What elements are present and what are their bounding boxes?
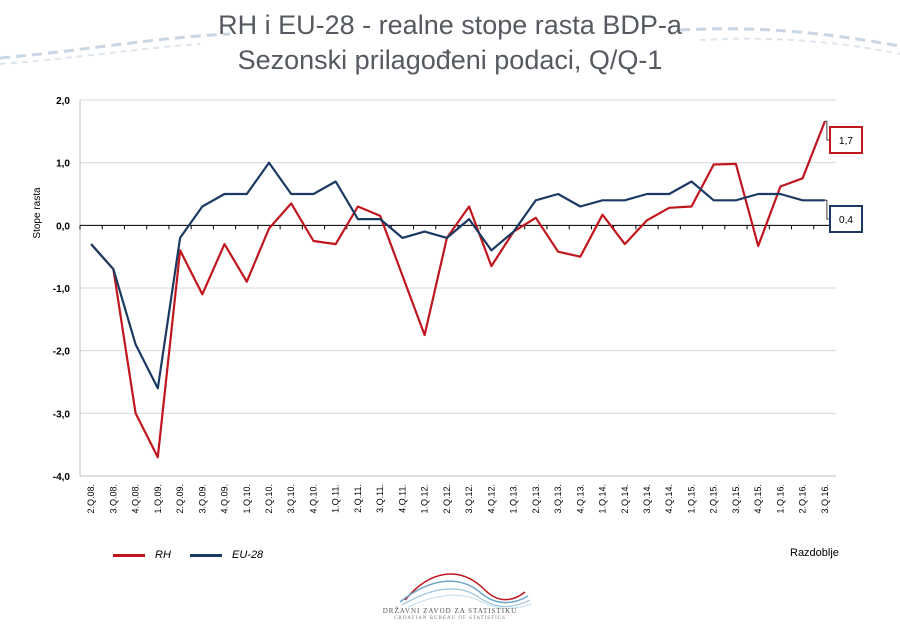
x-tick-label: 4.Q.14.: [664, 484, 674, 514]
legend-swatch-eu28: [190, 553, 222, 557]
x-tick-label: 3.Q.08.: [108, 484, 118, 514]
x-tick-label: 3.Q.16.: [820, 484, 830, 514]
x-tick-label: 3.Q.14.: [642, 484, 652, 514]
x-tick-label: 4.Q.08.: [131, 484, 141, 514]
x-tick-label: 2.Q.15.: [709, 484, 719, 514]
x-tick-label: 1.Q.14.: [598, 484, 608, 514]
x-tick-label: 1.Q.15.: [686, 484, 696, 514]
end-label-eu28: 0,4: [839, 215, 853, 226]
legend-label-eu28: EU-28: [232, 549, 264, 561]
y-tick-label: -4,0: [53, 472, 71, 483]
x-tick-label: 1.Q.16.: [775, 484, 785, 514]
y-tick-label: 1,0: [56, 159, 70, 170]
series-line-eu28: [90, 161, 825, 390]
dzs-logo-icon: [399, 573, 533, 609]
legend-swatch-rh: [113, 553, 145, 557]
x-tick-label: 3.Q.12.: [464, 484, 474, 514]
x-tick-label: 4.Q.09.: [220, 484, 230, 514]
y-tick-label: 0,0: [56, 221, 70, 232]
x-tick-label: 4.Q.13.: [575, 484, 585, 514]
x-tick-label: 2.Q.12.: [442, 484, 452, 514]
header-wave-decoration: [0, 27, 900, 65]
x-tick-label: 4.Q.15.: [753, 484, 763, 514]
chart-title-line1: RH i EU-28 - realne stope rasta BDP-a: [218, 10, 682, 40]
logo-name-text: DRŽAVNI ZAVOD ZA STATISTIKU: [382, 607, 518, 615]
x-tick-label: 3.Q.09.: [197, 484, 207, 514]
chart-title-line2: Sezonski prilagođeni podaci, Q/Q-1: [237, 45, 663, 75]
y-tick-label: -3,0: [53, 409, 71, 420]
end-label-rh-box: [829, 126, 863, 154]
x-tick-label: 1.Q.13.: [509, 484, 519, 514]
leader-line: [824, 120, 830, 141]
x-tick-label: 2.Q.13.: [531, 484, 541, 514]
y-axis-title: Stope rasta: [32, 187, 43, 239]
legend-label-rh: RH: [155, 549, 171, 561]
legend-item-rh: RH: [113, 547, 171, 563]
legend-item-eu28: EU-28: [190, 547, 263, 563]
x-tick-label: 2.Q.09.: [175, 484, 185, 514]
y-tick-label: 2,0: [56, 96, 70, 107]
logo-subtitle-text: CROATIAN BUREAU OF STATISTICS: [394, 616, 506, 621]
gdp-growth-line-chart: 2,0 1,0 0,0 -1,0 -2,0 -3,0 -4,0 2.Q.08. 3.Q.08. 4…: [32, 96, 863, 514]
x-tick-label: 2.Q.16.: [798, 484, 808, 514]
x-tick-label: 2.Q.14.: [620, 484, 630, 514]
x-tick-label: 1.Q.11.: [331, 484, 341, 513]
x-tick-label: 4.Q.10.: [308, 484, 318, 514]
end-label-eu28-box: [829, 205, 863, 233]
x-tick-label: 1.Q.12.: [420, 484, 430, 514]
x-tick-label: 4.Q.11.: [397, 484, 407, 513]
leader-line: [824, 199, 830, 220]
x-tick-label: 3.Q.15.: [731, 484, 741, 514]
x-tick-label: 2.Q.11.: [353, 484, 363, 513]
x-axis-title: Razdoblje: [790, 547, 839, 559]
y-tick-label: -1,0: [53, 284, 71, 295]
x-tick-label: 1.Q.09.: [153, 484, 163, 514]
x-tick-label: 3.Q.13.: [553, 484, 563, 514]
x-tick-label: 2.Q.08.: [86, 484, 96, 514]
y-tick-label: -2,0: [53, 347, 71, 358]
x-tick-label: 4.Q.12.: [486, 484, 496, 514]
x-tick-label: 2.Q.10.: [264, 484, 274, 514]
end-label-rh: 1,7: [839, 136, 853, 147]
x-tick-label: 3.Q.11.: [375, 484, 385, 513]
series-line-rh: [90, 120, 826, 459]
x-tick-label: 1.Q.10.: [242, 484, 252, 514]
x-tick-label: 3.Q.10.: [286, 484, 296, 514]
